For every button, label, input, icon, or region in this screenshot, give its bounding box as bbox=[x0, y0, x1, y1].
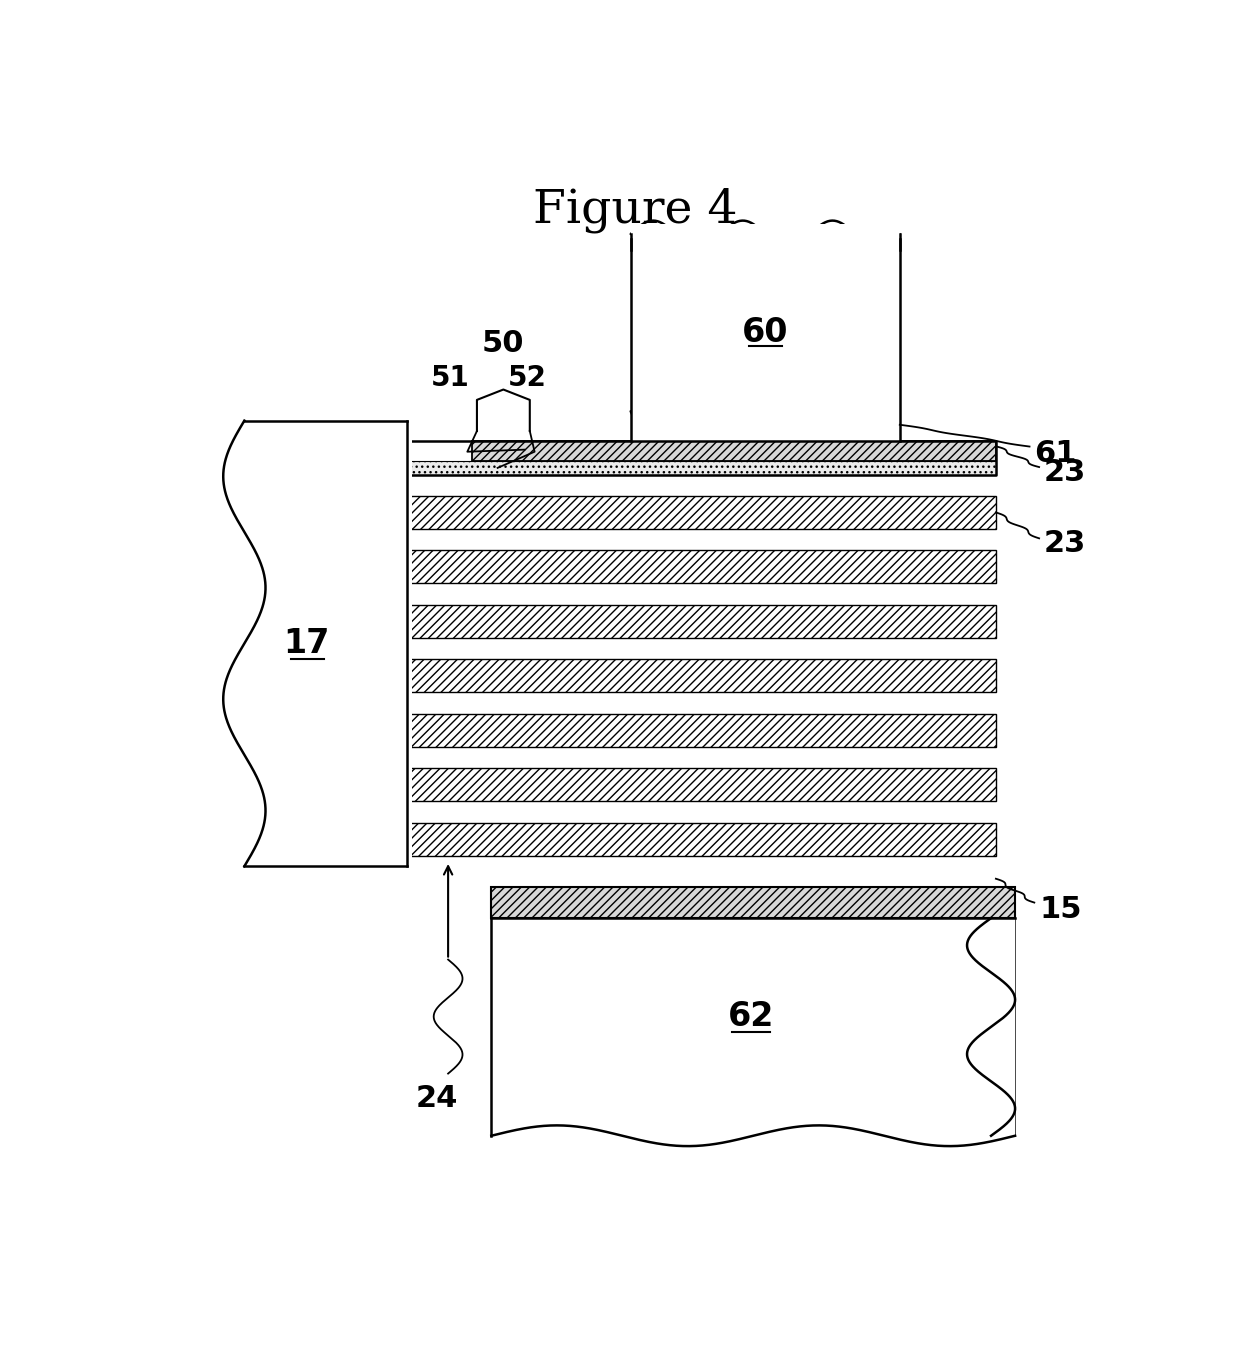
Text: 62: 62 bbox=[728, 1000, 774, 1034]
Text: Figure 4: Figure 4 bbox=[533, 187, 738, 233]
Bar bbox=[409, 551, 996, 584]
Text: 24: 24 bbox=[415, 1084, 458, 1113]
Bar bbox=[409, 822, 996, 856]
Bar bbox=[409, 660, 996, 692]
Bar bbox=[409, 604, 996, 638]
Bar bbox=[409, 495, 996, 529]
Text: 50: 50 bbox=[482, 330, 525, 358]
Bar bbox=[491, 918, 1016, 1136]
Text: 23: 23 bbox=[1044, 529, 1086, 559]
Bar bbox=[409, 713, 996, 747]
Text: 51: 51 bbox=[430, 363, 469, 392]
Text: 17: 17 bbox=[284, 627, 330, 660]
Bar bbox=[409, 460, 996, 475]
Bar bbox=[409, 769, 996, 801]
Bar bbox=[227, 420, 412, 867]
Bar bbox=[491, 887, 1016, 918]
Bar bbox=[631, 223, 900, 441]
Text: 61: 61 bbox=[1034, 439, 1076, 468]
Bar bbox=[472, 441, 996, 460]
Text: 23: 23 bbox=[1044, 458, 1086, 487]
Text: 60: 60 bbox=[742, 316, 789, 349]
Text: 52: 52 bbox=[508, 363, 547, 392]
Text: 15: 15 bbox=[1039, 895, 1081, 925]
